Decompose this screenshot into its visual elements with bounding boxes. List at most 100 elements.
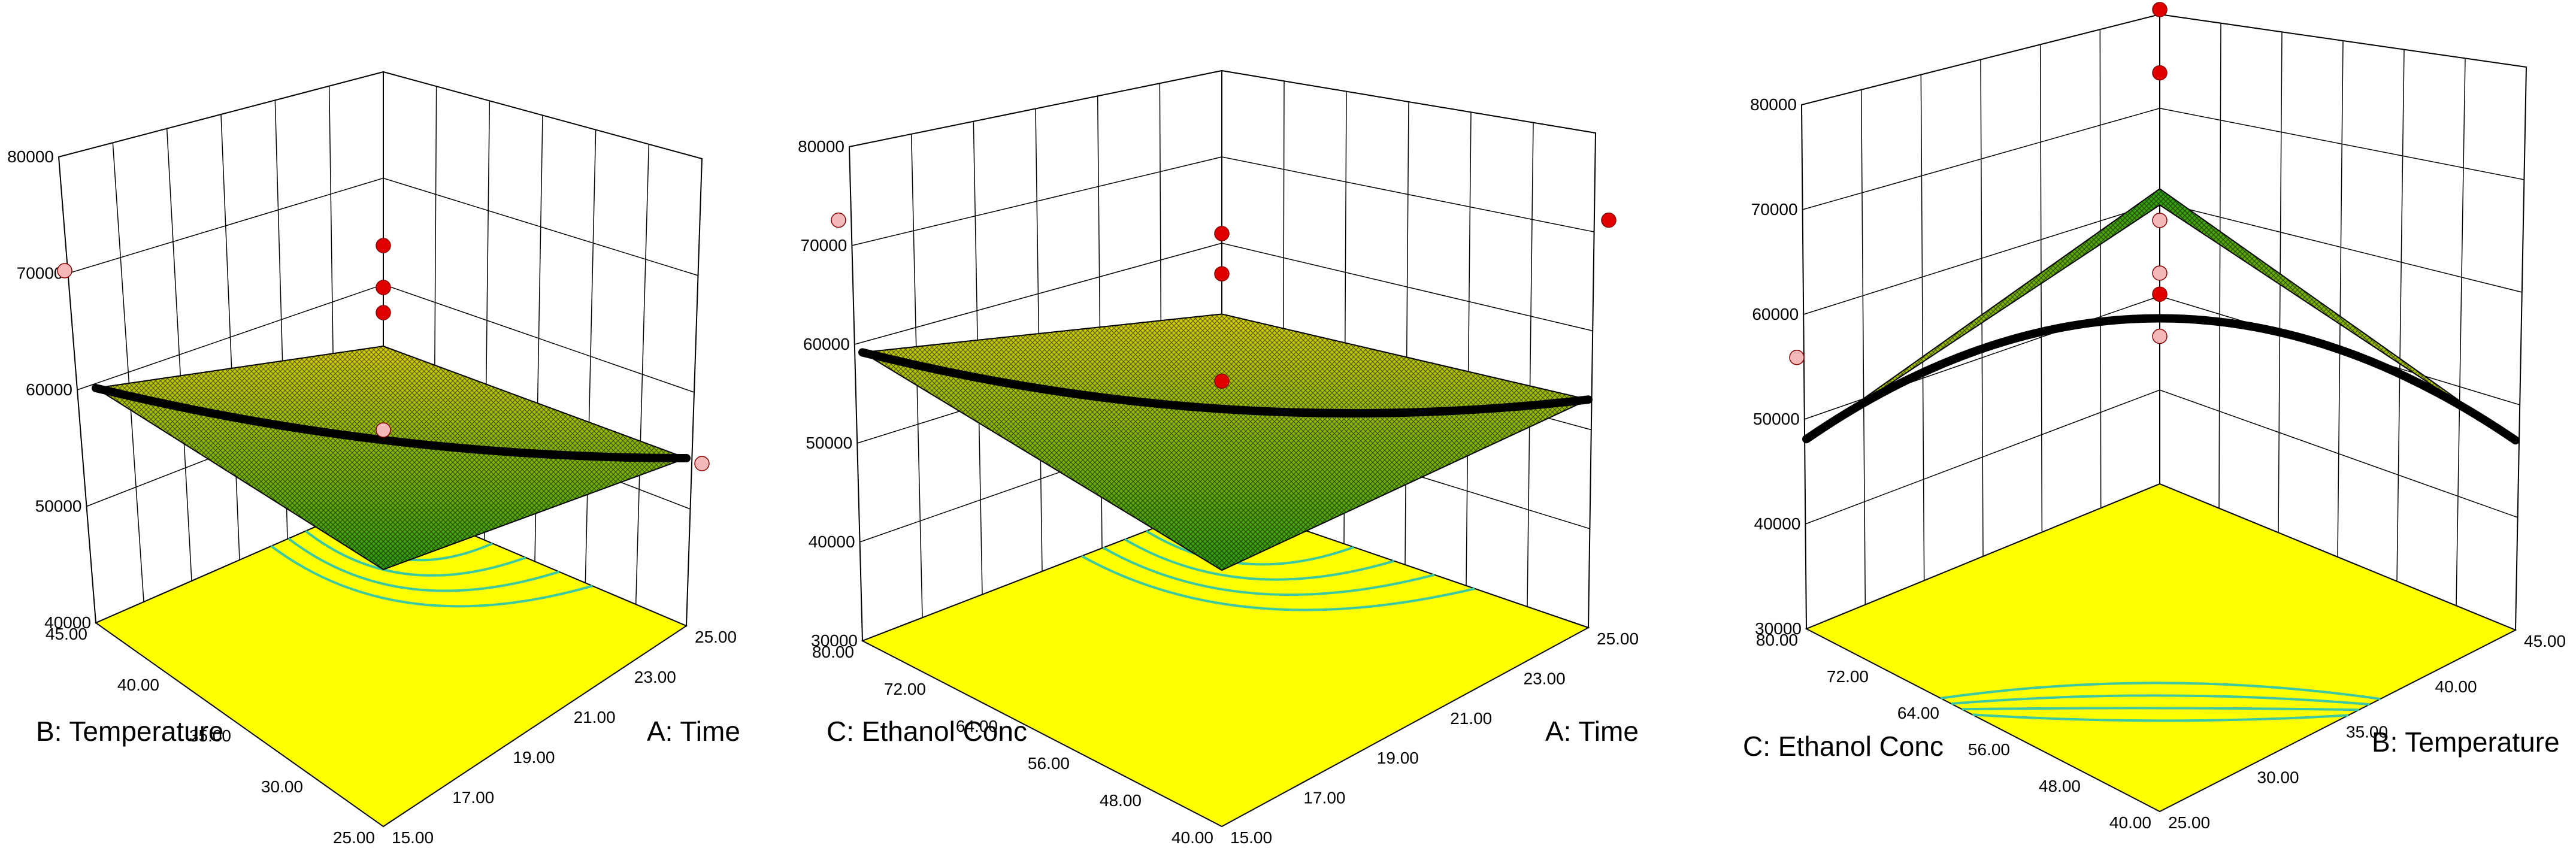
surface-rim <box>92 384 691 462</box>
z-tick-label: 50000 <box>35 497 82 516</box>
design-point <box>2152 286 2168 302</box>
wall-gridline <box>635 144 650 605</box>
design-point <box>376 305 391 320</box>
wall-gridline <box>220 114 240 561</box>
z-tick-label: 60000 <box>26 380 72 399</box>
design-point <box>376 280 391 295</box>
x-tick-label: 23.00 <box>634 668 676 686</box>
z-tick-label: 60000 <box>1752 305 1799 323</box>
x-tick-label: 17.00 <box>1303 789 1345 807</box>
y-tick-label: 25.00 <box>333 828 375 847</box>
x-tick-label: 19.00 <box>513 748 555 767</box>
z-tick-label: 30000 <box>811 631 858 650</box>
x-tick-label: 21.00 <box>574 708 616 726</box>
chart-panel-3: 30000 40000 50000 60000 70000 80000 25.00 30.00… <box>1743 2 2566 832</box>
y-tick-label: 40.00 <box>1172 828 1213 847</box>
y-tick-label: 40.00 <box>117 676 159 694</box>
wall-gridline <box>2218 23 2221 508</box>
y-tick-label: 64.00 <box>956 717 998 735</box>
wall-gridline <box>1860 89 1866 605</box>
contour-line <box>287 537 560 592</box>
wall-gridline <box>1527 122 1534 607</box>
y-tick-label: 30.00 <box>261 777 303 796</box>
contour-line <box>1972 713 2348 722</box>
contour-line <box>1961 707 2359 711</box>
surface-mesh <box>862 314 1588 571</box>
wall-gridline <box>1466 112 1472 586</box>
design-point <box>57 263 72 278</box>
x-tick-label: 15.00 <box>1230 828 1272 847</box>
surface-mesh <box>96 346 686 570</box>
y-tick-label: 35.00 <box>189 726 231 745</box>
z-tick-label: 70000 <box>17 264 63 283</box>
wall-gridline <box>1404 101 1409 565</box>
wall-gridline <box>2337 40 2344 558</box>
wall-gridline <box>2456 58 2466 606</box>
x-axis-title: A: Time <box>1545 716 1639 747</box>
x-axis-title: A: Time <box>647 716 740 747</box>
y-tick-label: 80.00 <box>812 643 854 661</box>
chart-panel-2: 30000 40000 50000 60000 70000 80000 15.00 17.00… <box>798 69 1639 847</box>
contour-line <box>1124 538 1395 581</box>
x-tick-label: 45.00 <box>2524 632 2566 650</box>
x-tick-label: 19.00 <box>1377 749 1419 767</box>
x-tick-label: 23.00 <box>1524 669 1566 688</box>
y-tick-label: 56.00 <box>1968 740 2010 759</box>
z-tick-label: 70000 <box>801 236 847 255</box>
design-point <box>2152 2 2168 17</box>
y-tick-label: 48.00 <box>1100 791 1142 810</box>
y-tick-label: 48.00 <box>2039 777 2081 795</box>
contour-floor <box>94 496 688 828</box>
contour-line <box>1940 682 2381 701</box>
design-point <box>1214 226 1230 241</box>
x-tick-label: 25.00 <box>1597 629 1639 648</box>
y-tick-label: 40.00 <box>2109 813 2151 832</box>
contour-floor <box>861 501 1590 828</box>
x-tick-label: 21.00 <box>1450 709 1492 728</box>
design-point <box>376 238 391 253</box>
wall-gridline <box>166 128 192 582</box>
contour-line <box>270 545 593 608</box>
x-tick-label: 25.00 <box>2168 813 2210 832</box>
wall-gridline <box>112 143 144 602</box>
z-tick-label: 30000 <box>1755 619 1802 638</box>
design-point <box>2152 65 2168 81</box>
surface-rim <box>858 348 1593 418</box>
z-tick-label: 40000 <box>44 613 91 632</box>
design-point <box>1214 373 1230 389</box>
z-tick-label: 40000 <box>1754 514 1801 533</box>
surface-rim <box>1802 314 2520 445</box>
design-point <box>376 422 391 438</box>
x-tick-label: 35.00 <box>2346 723 2388 741</box>
design-point <box>1601 212 1617 228</box>
x-tick-label: 15.00 <box>392 828 434 847</box>
y-axis-title: C: Ethanol Conc <box>1743 731 1944 762</box>
z-tick-label: 80000 <box>7 147 54 166</box>
x-tick-label: 40.00 <box>2435 677 2477 696</box>
z-tick-label: 50000 <box>806 434 852 452</box>
contour-line <box>1081 555 1475 611</box>
contour-line <box>1145 529 1354 566</box>
x-axis-title: B: Temperature <box>2372 726 2560 758</box>
wall-gridline <box>2396 49 2405 582</box>
design-point <box>2152 265 2168 281</box>
x-tick-label: 25.00 <box>695 628 737 646</box>
x-tick-label: 17.00 <box>452 788 494 807</box>
wall-gridline <box>585 129 597 583</box>
y-axis-title: C: Ethanol Conc <box>827 716 1027 747</box>
wall-gridline <box>1920 74 1925 581</box>
wall-gridline <box>2039 44 2043 532</box>
x-tick-label: 30.00 <box>2257 768 2299 786</box>
y-tick-label: 45.00 <box>46 625 87 643</box>
design-point <box>2152 213 2168 228</box>
z-tick-label: 80000 <box>798 137 844 156</box>
z-tick-label: 60000 <box>803 335 850 353</box>
chart-panel-1: 40000 50000 60000 70000 80000 15.00 17.00 19.00… <box>7 71 740 847</box>
contour-line <box>305 530 526 577</box>
y-tick-label: 80.00 <box>1756 631 1798 649</box>
z-tick-label: 40000 <box>809 532 855 551</box>
z-tick-label: 50000 <box>1753 410 1800 428</box>
wall-gridline <box>1980 59 1984 557</box>
design-point <box>831 212 846 228</box>
